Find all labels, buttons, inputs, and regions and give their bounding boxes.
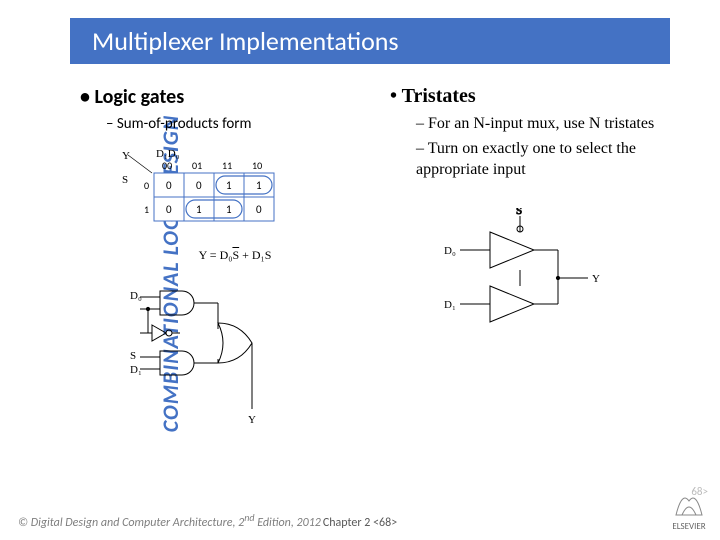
right-column: Tristates For an N-input mux, use N tris…	[380, 85, 690, 432]
svg-text:1: 1	[256, 179, 262, 192]
svg-text:S: S	[516, 208, 522, 217]
title-bar: Multiplexer Implementations	[70, 18, 670, 64]
right-sub1: For an N-input mux, use N tristates	[416, 114, 680, 135]
right-sub2: Turn on exactly one to select the approp…	[416, 139, 680, 181]
svg-text:01: 01	[192, 159, 202, 172]
svg-text:0: 0	[166, 203, 172, 216]
svg-text:D₁: D₁	[130, 364, 142, 376]
publisher-logo: ELSEVIER	[672, 485, 706, 532]
slide-title: Multiplexer Implementations	[92, 25, 399, 57]
svg-text:1: 1	[226, 203, 232, 216]
svg-text:D₀: D₀	[130, 290, 142, 302]
svg-text:1: 1	[196, 203, 202, 216]
equation-rhs: D₀S + D₁S	[220, 248, 272, 262]
svg-text:11: 11	[222, 159, 232, 172]
svg-text:0: 0	[196, 179, 202, 192]
kmap: Y D₁D₀ S 00011110 01 0011 0110	[120, 147, 370, 242]
svg-text:00: 00	[162, 159, 172, 172]
svg-text:1: 1	[144, 203, 149, 216]
logic-gates-diagram: D₀ S D₁ Y	[130, 277, 370, 432]
svg-text:Y: Y	[592, 273, 600, 285]
equation: Y = D₀S + D₁S	[100, 248, 370, 263]
svg-text:0: 0	[166, 179, 172, 192]
svg-text:Y: Y	[248, 414, 256, 426]
svg-text:10: 10	[252, 159, 262, 172]
svg-text:S: S	[130, 350, 136, 362]
svg-text:1: 1	[226, 179, 232, 192]
content-area: Logic gates Sum-of-products form Y D₁D₀ …	[70, 85, 690, 432]
left-column: Logic gates Sum-of-products form Y D₁D₀ …	[70, 85, 380, 432]
svg-text:0: 0	[144, 179, 149, 192]
svg-text:0: 0	[256, 203, 262, 216]
right-heading: Tristates	[390, 85, 680, 108]
left-heading: Logic gates	[80, 85, 370, 109]
svg-text:D₁: D₁	[444, 299, 456, 311]
svg-text:D₀: D₀	[444, 245, 456, 257]
kmap-row-label: S	[122, 174, 128, 186]
kmap-svg: Y D₁D₀ S 00011110 01 0011 0110	[120, 147, 300, 237]
footer-chapter: Chapter 2 <68>	[0, 516, 720, 530]
left-sub1: Sum-of-products form	[106, 115, 370, 133]
tristate-diagram: S D₀ D₁ Y	[440, 208, 680, 363]
